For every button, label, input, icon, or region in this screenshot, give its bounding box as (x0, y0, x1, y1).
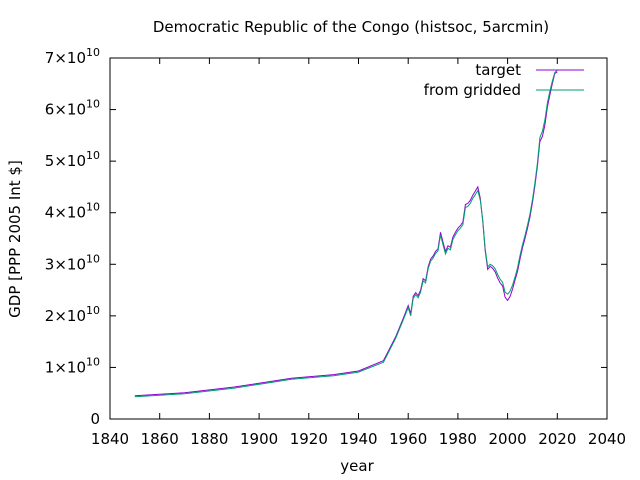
y-tick-label: 0 (90, 410, 100, 428)
x-tick-label: 1860 (141, 430, 179, 448)
x-tick-label: 1920 (290, 430, 328, 448)
chart-title: Democratic Republic of the Congo (histso… (153, 18, 549, 36)
x-tick-label: 1980 (439, 430, 477, 448)
series-line-1 (134, 71, 558, 397)
x-tick-label: 2040 (588, 430, 626, 448)
legend-label: target (475, 61, 521, 79)
y-tick-label: 1×1010 (45, 355, 100, 376)
x-axis-label: year (340, 457, 374, 475)
x-tick-label: 1840 (91, 430, 129, 448)
y-tick-label: 5×1010 (45, 149, 100, 170)
y-tick-label: 2×1010 (45, 304, 100, 325)
legend: target from gridded (424, 61, 584, 99)
x-axis-ticks: 1840 1860 1880 1900 1920 1940 1960 1980 2000 2020… (91, 58, 626, 448)
x-tick-label: 1960 (389, 430, 427, 448)
series-lines (134, 70, 558, 398)
y-tick-label: 6×1010 (45, 98, 100, 119)
x-tick-label: 2000 (489, 430, 527, 448)
y-tick-label: 4×1010 (45, 201, 100, 222)
x-tick-label: 1880 (190, 430, 228, 448)
series-line-2 (134, 70, 558, 398)
x-tick-label: 1940 (339, 430, 377, 448)
x-tick-label: 2020 (538, 430, 576, 448)
y-tick-label: 7×1010 (45, 46, 100, 67)
y-axis-label: GDP [PPP 2005 Int $] (6, 160, 24, 318)
x-tick-label: 1900 (240, 430, 278, 448)
plot-frame (109, 57, 608, 420)
y-axis-ticks: 0 1×1010 2×1010 3×1010 4×1010 5×1010 6×1010 7×1… (45, 46, 607, 428)
y-tick-label: 3×1010 (45, 252, 100, 273)
legend-label: from gridded (424, 81, 521, 99)
